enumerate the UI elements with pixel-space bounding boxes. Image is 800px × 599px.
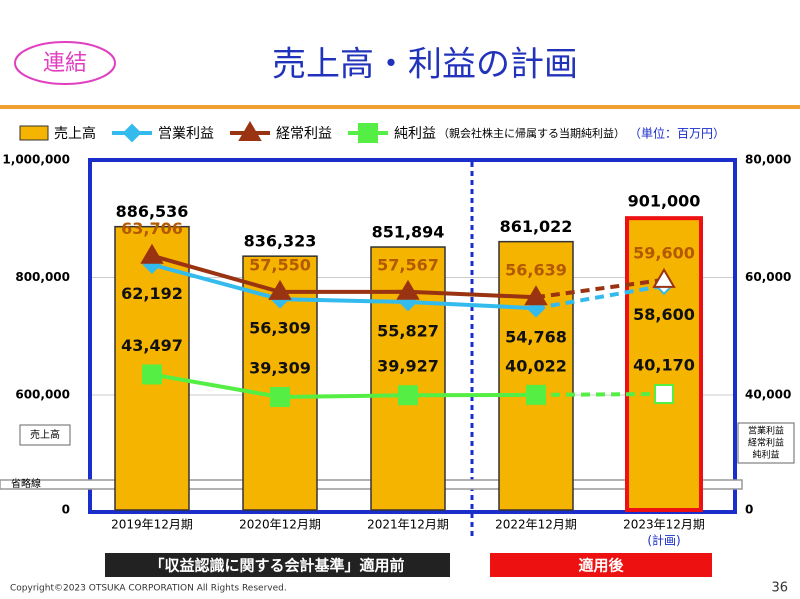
legend-label: 営業利益: [158, 126, 214, 142]
bar: [625, 216, 703, 512]
bar-value-label: 851,894: [372, 223, 445, 242]
line: [151, 253, 537, 300]
marker: [526, 384, 546, 405]
y2-axis-label: 純利益: [752, 449, 779, 461]
legend-label: 純利益: [394, 126, 436, 142]
marker: [268, 279, 292, 300]
plot-frame: [88, 158, 737, 514]
line-value-label: 59,600: [633, 243, 695, 262]
line-value-label: 58,600: [633, 305, 695, 324]
line: [151, 262, 537, 311]
line-value-label: 40,022: [505, 356, 567, 375]
y2-axis-box: [737, 422, 795, 464]
y2-tick-label: 0: [745, 503, 753, 517]
legend-label: 売上高: [54, 125, 96, 142]
badge: 連結: [43, 51, 87, 76]
marker: [140, 243, 164, 264]
y-tick-label: 0: [62, 503, 70, 517]
line-value-label: 39,309: [249, 358, 311, 377]
marker: [398, 385, 418, 406]
banner-after-box: [490, 553, 712, 577]
marker: [654, 384, 674, 405]
marker: [122, 123, 142, 143]
line-value-label: 56,309: [249, 319, 311, 338]
bar-value-label: 901,000: [628, 192, 701, 211]
x-tick-label: 2023年12月期: [623, 518, 705, 532]
y2-axis-label: 経常利益: [748, 437, 784, 449]
badge-frame: [14, 41, 116, 85]
line-value-label: 55,827: [377, 322, 439, 341]
marker: [238, 121, 262, 141]
line-plan: [535, 277, 665, 300]
marker: [652, 267, 676, 288]
break-label: 省略線: [11, 477, 41, 490]
header-rule: [0, 105, 800, 109]
x-tick-label: 2021年12月期: [367, 518, 449, 532]
x-tick-label: 2019年12月期: [111, 518, 193, 532]
line-value-label: 39,927: [377, 357, 439, 376]
banner-before: 「収益認識に関する会計基準」適用前: [149, 557, 404, 575]
banner-before-box: [105, 553, 450, 577]
plan-label: (計画): [647, 533, 680, 548]
y2-tick-label: 80,000: [745, 153, 791, 167]
y2-axis-label: 営業利益: [748, 425, 784, 437]
unit-label: （単位：百万円）: [629, 126, 725, 141]
bar-value-label: 886,536: [116, 202, 189, 221]
marker: [270, 386, 290, 407]
legend-swatch: [19, 125, 49, 141]
line-plan: [535, 283, 665, 311]
line-value-label: 57,550: [249, 255, 311, 274]
marker: [524, 285, 548, 306]
line-value-label: 40,170: [633, 356, 695, 375]
x-tick-label: 2020年12月期: [239, 518, 321, 532]
y-tick-label: 600,000: [15, 388, 70, 402]
y-axis-label: 売上高: [30, 428, 60, 441]
legend-label: 経常利益: [276, 126, 332, 142]
bar: [498, 240, 574, 511]
line: [151, 372, 537, 399]
y2-tick-label: 40,000: [745, 388, 791, 402]
banner-after: 適用後: [578, 557, 624, 575]
page-number: 36: [771, 581, 788, 596]
y2-tick-label: 60,000: [745, 270, 791, 284]
bar-value-label: 836,323: [244, 232, 317, 251]
line-value-label: 43,497: [121, 336, 183, 355]
legend-note: （親会社株主に帰属する当期純利益）: [438, 126, 625, 140]
x-tick-label: 2022年12月期: [495, 518, 577, 532]
marker: [358, 123, 378, 143]
marker: [142, 364, 162, 385]
copyright: Copyright©2023 OTSUKA CORPORATION All Ri…: [10, 584, 287, 594]
y-tick-label: 1,000,000: [2, 153, 70, 167]
y-tick-label: 800,000: [15, 270, 70, 284]
bar-value-label: 861,022: [500, 217, 573, 236]
line-value-label: 54,768: [505, 328, 567, 347]
marker: [396, 279, 420, 300]
line-value-label: 62,192: [121, 284, 183, 303]
chart-title: 売上高・利益の計画: [272, 45, 578, 85]
line-plan: [535, 392, 665, 397]
line-value-label: 56,639: [505, 261, 567, 280]
y-axis-box: [19, 424, 71, 446]
line-value-label: 57,567: [377, 255, 439, 274]
line-value-label: 63,706: [121, 219, 183, 238]
